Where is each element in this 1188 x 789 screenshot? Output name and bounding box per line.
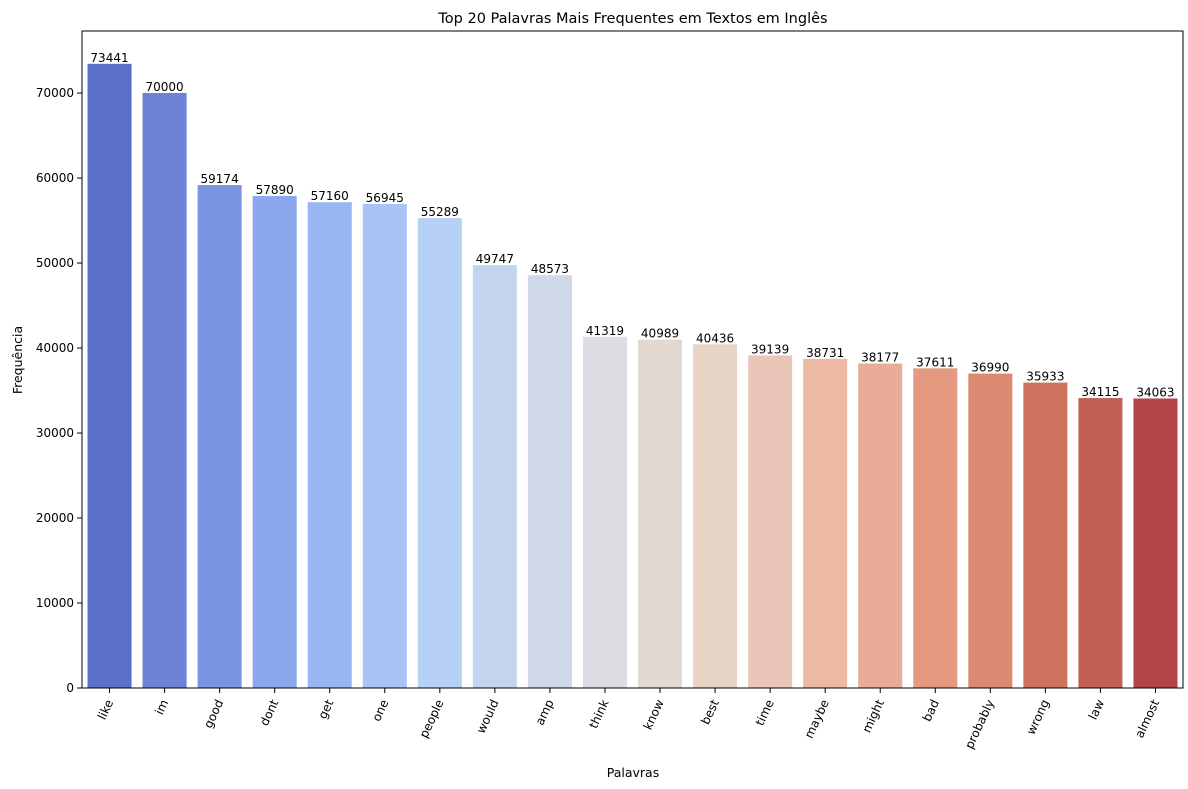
x-tick-label: maybe — [802, 697, 832, 740]
bar-value-label: 55289 — [421, 205, 459, 219]
bar-value-label: 57160 — [311, 189, 349, 203]
bar-law — [1078, 398, 1123, 688]
bar-amp — [527, 275, 572, 688]
chart-title: Top 20 Palavras Mais Frequentes em Texto… — [437, 11, 827, 27]
bar-know — [638, 339, 683, 688]
bar-value-label: 73441 — [90, 51, 128, 65]
x-tick-label: get — [315, 697, 336, 721]
y-tick-label: 30000 — [36, 426, 74, 440]
x-tick-label: people — [417, 697, 447, 740]
bar-wrong — [1023, 382, 1068, 688]
bar-probably — [968, 373, 1013, 688]
bar-value-label: 59174 — [201, 172, 239, 186]
bar-think — [582, 336, 627, 688]
bar-value-label: 39139 — [751, 342, 789, 356]
bar-value-label: 57890 — [256, 183, 294, 197]
x-tick-label: almost — [1132, 697, 1162, 740]
bar-value-label: 40436 — [696, 331, 734, 345]
bar-maybe — [803, 358, 848, 688]
x-axis-label: Palavras — [607, 765, 659, 780]
bar-might — [858, 363, 903, 688]
x-tick-label: would — [474, 697, 502, 735]
bar-value-label: 49747 — [476, 252, 514, 266]
y-tick-label: 50000 — [36, 256, 74, 270]
y-tick-label: 70000 — [36, 86, 74, 100]
x-tick-label: probably — [962, 697, 997, 751]
bar-value-label: 37611 — [916, 355, 954, 369]
x-tick-label: know — [641, 697, 667, 732]
x-tick-label: amp — [533, 697, 557, 727]
bar-value-label: 38177 — [861, 351, 899, 365]
bar-value-label: 36990 — [971, 361, 1009, 375]
bar-value-label: 70000 — [145, 80, 183, 94]
bar-get — [307, 202, 352, 688]
bar-value-label: 38731 — [806, 346, 844, 360]
y-tick-label: 20000 — [36, 511, 74, 525]
x-tick-label: one — [369, 697, 391, 723]
bar-bad — [913, 368, 958, 688]
bar-people — [417, 218, 462, 688]
bar-value-label: 34115 — [1081, 385, 1119, 399]
y-tick-label: 0 — [66, 681, 74, 695]
bar-one — [362, 204, 407, 688]
bar-almost — [1133, 398, 1178, 688]
bar-value-label: 56945 — [366, 191, 404, 205]
x-tick-label: good — [201, 697, 226, 730]
x-tick-label: bad — [920, 697, 942, 723]
bar-time — [748, 355, 793, 688]
bar-good — [197, 185, 242, 689]
y-tick-label: 10000 — [36, 596, 74, 610]
x-tick-label: like — [95, 697, 116, 722]
y-axis-label: Frequência — [10, 326, 25, 394]
bar-value-label: 48573 — [531, 262, 569, 276]
plot-frame — [81, 30, 1184, 689]
bar-im — [142, 93, 187, 688]
x-tick-label: wrong — [1024, 697, 1052, 737]
x-tick-label: im — [152, 697, 171, 717]
x-tick-label: dont — [257, 697, 281, 728]
bar-value-label: 40989 — [641, 327, 679, 341]
y-tick-label: 60000 — [36, 171, 74, 185]
x-tick-label: law — [1086, 697, 1107, 722]
bar-value-label: 41319 — [586, 324, 624, 338]
bar-like — [87, 63, 132, 688]
bar-would — [472, 265, 517, 688]
x-tick-label: think — [586, 697, 611, 730]
bar-dont — [252, 195, 297, 688]
x-tick-label: best — [698, 697, 722, 727]
y-tick-label: 40000 — [36, 341, 74, 355]
x-tick-label: might — [859, 697, 887, 735]
bar-value-label: 35933 — [1026, 370, 1064, 384]
bar-best — [693, 344, 738, 688]
x-tick-label: time — [753, 697, 777, 728]
bar-value-label: 34063 — [1136, 385, 1174, 399]
